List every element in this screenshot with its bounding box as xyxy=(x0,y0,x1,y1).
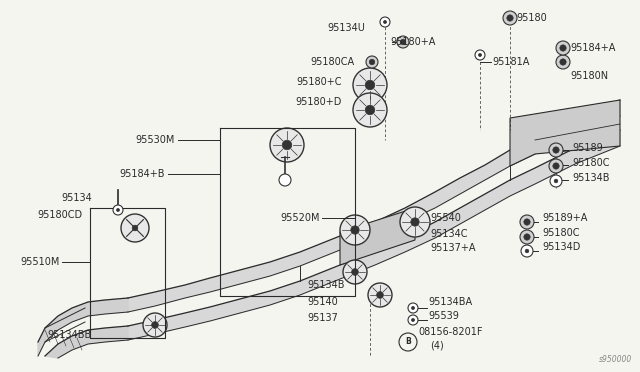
Circle shape xyxy=(411,218,419,226)
Circle shape xyxy=(368,283,392,307)
Text: 95137+A: 95137+A xyxy=(430,243,476,253)
Circle shape xyxy=(556,41,570,55)
Circle shape xyxy=(121,214,149,242)
Text: 95134BB: 95134BB xyxy=(48,330,92,340)
Circle shape xyxy=(365,80,375,90)
Circle shape xyxy=(521,245,533,257)
Text: 95134U: 95134U xyxy=(327,23,365,33)
Text: 95180+A: 95180+A xyxy=(390,37,435,47)
Polygon shape xyxy=(340,208,415,265)
Text: 95180+C: 95180+C xyxy=(296,77,342,87)
Text: s950000: s950000 xyxy=(599,355,632,364)
Circle shape xyxy=(340,215,370,245)
Polygon shape xyxy=(510,100,620,166)
Circle shape xyxy=(380,17,390,27)
Circle shape xyxy=(366,56,378,68)
Circle shape xyxy=(553,163,559,169)
Circle shape xyxy=(475,50,485,60)
Circle shape xyxy=(143,313,167,337)
Circle shape xyxy=(479,54,481,57)
Text: 95540: 95540 xyxy=(430,213,461,223)
Circle shape xyxy=(412,318,415,321)
Circle shape xyxy=(353,93,387,127)
Circle shape xyxy=(549,143,563,157)
Circle shape xyxy=(503,11,517,25)
Text: 95184+A: 95184+A xyxy=(570,43,616,53)
Circle shape xyxy=(351,226,359,234)
Text: 95539: 95539 xyxy=(428,311,459,321)
Circle shape xyxy=(524,234,530,240)
Circle shape xyxy=(560,59,566,65)
Text: 95134BA: 95134BA xyxy=(428,297,472,307)
Circle shape xyxy=(343,260,367,284)
Circle shape xyxy=(553,147,559,153)
Circle shape xyxy=(270,128,304,162)
Circle shape xyxy=(400,207,430,237)
Text: B: B xyxy=(405,337,411,346)
Text: 95134B: 95134B xyxy=(307,280,345,290)
Text: 95134D: 95134D xyxy=(542,242,580,252)
Circle shape xyxy=(282,140,292,150)
Circle shape xyxy=(524,219,530,225)
Circle shape xyxy=(408,315,418,325)
Text: 95181A: 95181A xyxy=(492,57,529,67)
Circle shape xyxy=(525,249,529,253)
Text: 95530M: 95530M xyxy=(136,135,175,145)
Circle shape xyxy=(376,292,383,298)
Circle shape xyxy=(351,269,358,275)
Text: 95134B: 95134B xyxy=(572,173,609,183)
Text: 95180CD: 95180CD xyxy=(37,210,82,220)
Text: (4): (4) xyxy=(430,341,444,351)
Text: 95184+B: 95184+B xyxy=(120,169,165,179)
Polygon shape xyxy=(128,130,620,340)
Circle shape xyxy=(365,105,375,115)
Text: 95510M: 95510M xyxy=(20,257,60,267)
Circle shape xyxy=(507,15,513,21)
Text: 95180N: 95180N xyxy=(570,71,608,81)
Text: 08156-8201F: 08156-8201F xyxy=(418,327,483,337)
Text: 95134C: 95134C xyxy=(430,229,467,239)
Circle shape xyxy=(353,68,387,102)
Circle shape xyxy=(132,225,138,231)
Circle shape xyxy=(520,230,534,244)
Circle shape xyxy=(152,322,158,328)
Circle shape xyxy=(560,45,566,51)
Text: 95189+A: 95189+A xyxy=(542,213,588,223)
Polygon shape xyxy=(45,326,128,358)
Circle shape xyxy=(113,205,123,215)
Text: 95134: 95134 xyxy=(61,193,92,203)
Polygon shape xyxy=(128,100,620,312)
Circle shape xyxy=(550,175,562,187)
Polygon shape xyxy=(38,298,128,356)
Circle shape xyxy=(279,174,291,186)
Text: 95137: 95137 xyxy=(307,313,338,323)
Circle shape xyxy=(520,215,534,229)
Circle shape xyxy=(549,159,563,173)
Circle shape xyxy=(397,36,409,48)
Circle shape xyxy=(369,59,374,65)
Text: 95180C: 95180C xyxy=(542,228,579,238)
Circle shape xyxy=(556,55,570,69)
Circle shape xyxy=(408,303,418,313)
Circle shape xyxy=(412,307,415,310)
Circle shape xyxy=(400,39,406,45)
Text: 95180C: 95180C xyxy=(572,158,609,168)
Circle shape xyxy=(116,208,120,212)
Text: 95180: 95180 xyxy=(516,13,547,23)
Text: 95180CA: 95180CA xyxy=(311,57,355,67)
Text: 95520M: 95520M xyxy=(280,213,320,223)
Text: 95180+D: 95180+D xyxy=(296,97,342,107)
Circle shape xyxy=(383,20,387,23)
Text: 95140: 95140 xyxy=(307,297,338,307)
Text: 95189: 95189 xyxy=(572,143,603,153)
Circle shape xyxy=(554,179,558,183)
